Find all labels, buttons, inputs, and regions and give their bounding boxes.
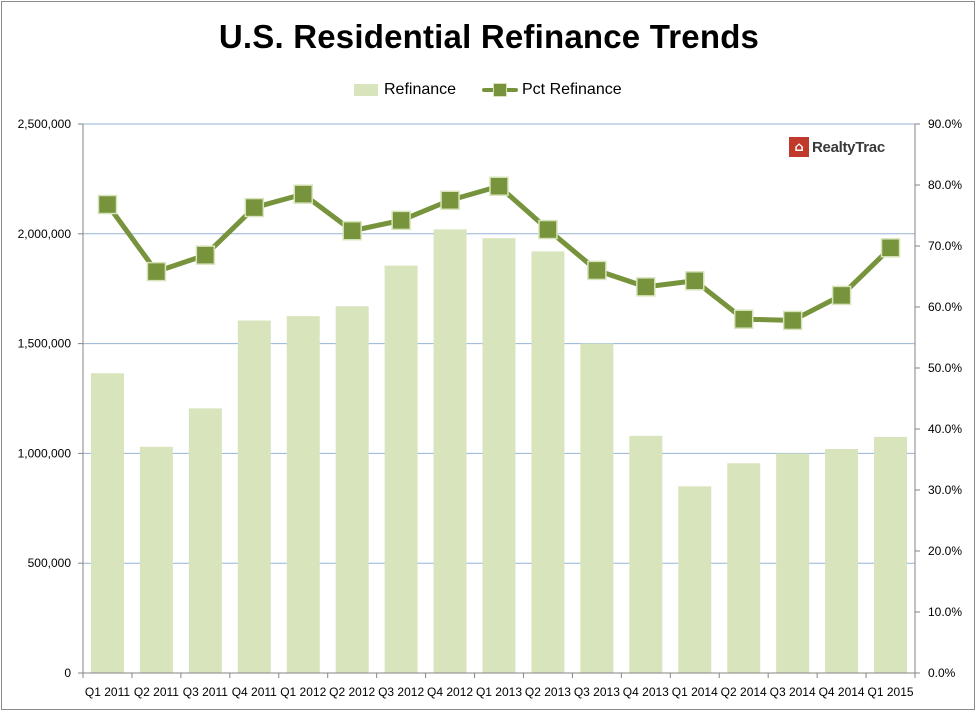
line-point bbox=[146, 261, 167, 282]
x-tick-label: Q1 2014 bbox=[672, 685, 718, 699]
x-tick-label: Q3 2014 bbox=[770, 685, 816, 699]
x-tick-label: Q2 2014 bbox=[721, 685, 767, 699]
x-tick-label: Q1 2011 bbox=[85, 685, 130, 699]
bar bbox=[188, 408, 222, 673]
y-right-tick-label: 60.0% bbox=[928, 300, 962, 314]
bar bbox=[286, 316, 320, 673]
x-tick-label: Q1 2015 bbox=[868, 685, 914, 699]
bar bbox=[727, 463, 761, 673]
y-left-tick-label: 1,000,000 bbox=[18, 446, 72, 460]
x-tick-label: Q3 2012 bbox=[378, 685, 424, 699]
x-tick-label: Q2 2013 bbox=[525, 685, 571, 699]
y-left-tick-label: 0 bbox=[64, 666, 71, 680]
x-tick-label: Q2 2012 bbox=[329, 685, 375, 699]
line-point bbox=[97, 194, 118, 215]
y-right-tick-label: 30.0% bbox=[928, 483, 962, 497]
bar bbox=[335, 306, 369, 673]
bar bbox=[482, 238, 516, 673]
legend-item-refinance: Refinance bbox=[354, 81, 456, 99]
y-left-tick-label: 2,000,000 bbox=[18, 227, 72, 241]
legend-item-pct-refinance: Pct Refinance bbox=[482, 81, 622, 99]
legend: Refinance Pct Refinance bbox=[0, 81, 978, 103]
bar bbox=[874, 436, 908, 673]
bar bbox=[139, 446, 173, 673]
chart-title: U.S. Residential Refinance Trends bbox=[218, 18, 760, 55]
realtytrac-logo: ⌂ RealtyTrac bbox=[789, 136, 885, 158]
line-point bbox=[733, 309, 754, 329]
x-tick-label: Q4 2013 bbox=[623, 685, 669, 699]
x-tick-label: Q2 2011 bbox=[134, 685, 179, 699]
line-point bbox=[440, 190, 460, 210]
house-icon: ⌂ bbox=[789, 137, 809, 157]
y-left-tick-label: 2,500,000 bbox=[18, 117, 72, 131]
line-point bbox=[244, 197, 265, 218]
line-point bbox=[489, 176, 509, 196]
bar bbox=[629, 435, 663, 673]
line-point bbox=[195, 245, 216, 265]
line-point bbox=[685, 271, 705, 291]
x-tick-label: Q1 2013 bbox=[476, 685, 522, 699]
line-point bbox=[636, 277, 656, 297]
legend-label-refinance: Refinance bbox=[384, 81, 457, 98]
y-right-tick-label: 70.0% bbox=[928, 239, 962, 253]
bar bbox=[384, 265, 418, 673]
y-right-tick-label: 40.0% bbox=[928, 422, 962, 436]
y-left-tick-label: 500,000 bbox=[28, 556, 72, 570]
x-tick-label: Q4 2014 bbox=[819, 685, 865, 699]
bar bbox=[776, 453, 810, 673]
x-tick-label: Q4 2011 bbox=[232, 685, 277, 699]
bar bbox=[433, 229, 467, 673]
line-point bbox=[587, 260, 607, 281]
line-point bbox=[391, 210, 411, 231]
x-tick-label: Q4 2012 bbox=[427, 685, 473, 699]
y-left-tick-label: 1,500,000 bbox=[18, 337, 72, 351]
line-point bbox=[538, 219, 558, 240]
bar bbox=[237, 320, 271, 673]
bar bbox=[580, 343, 614, 673]
y-right-tick-label: 90.0% bbox=[928, 117, 962, 131]
y-right-tick-label: 50.0% bbox=[928, 361, 962, 375]
legend-label-pct-refinance: Pct Refinance bbox=[522, 81, 622, 98]
line-point bbox=[831, 285, 852, 306]
y-right-tick-label: 20.0% bbox=[928, 544, 962, 558]
y-right-tick-label: 80.0% bbox=[928, 178, 962, 192]
legend-line-swatch bbox=[482, 83, 518, 97]
y-right-tick-label: 0.0% bbox=[928, 666, 956, 680]
y-right-tick-label: 10.0% bbox=[928, 605, 962, 619]
logo-text: RealtyTrac bbox=[812, 138, 885, 156]
x-tick-label: Q3 2011 bbox=[183, 685, 228, 699]
x-tick-label: Q1 2012 bbox=[280, 685, 326, 699]
x-tick-label: Q3 2013 bbox=[574, 685, 620, 699]
line-point bbox=[293, 184, 313, 204]
legend-bar-swatch bbox=[354, 84, 378, 96]
line-point bbox=[880, 238, 901, 258]
bar bbox=[825, 449, 859, 673]
bar bbox=[531, 251, 565, 674]
line-point bbox=[342, 221, 362, 241]
bar bbox=[678, 486, 712, 673]
bar bbox=[90, 373, 124, 673]
line-point bbox=[782, 310, 803, 331]
